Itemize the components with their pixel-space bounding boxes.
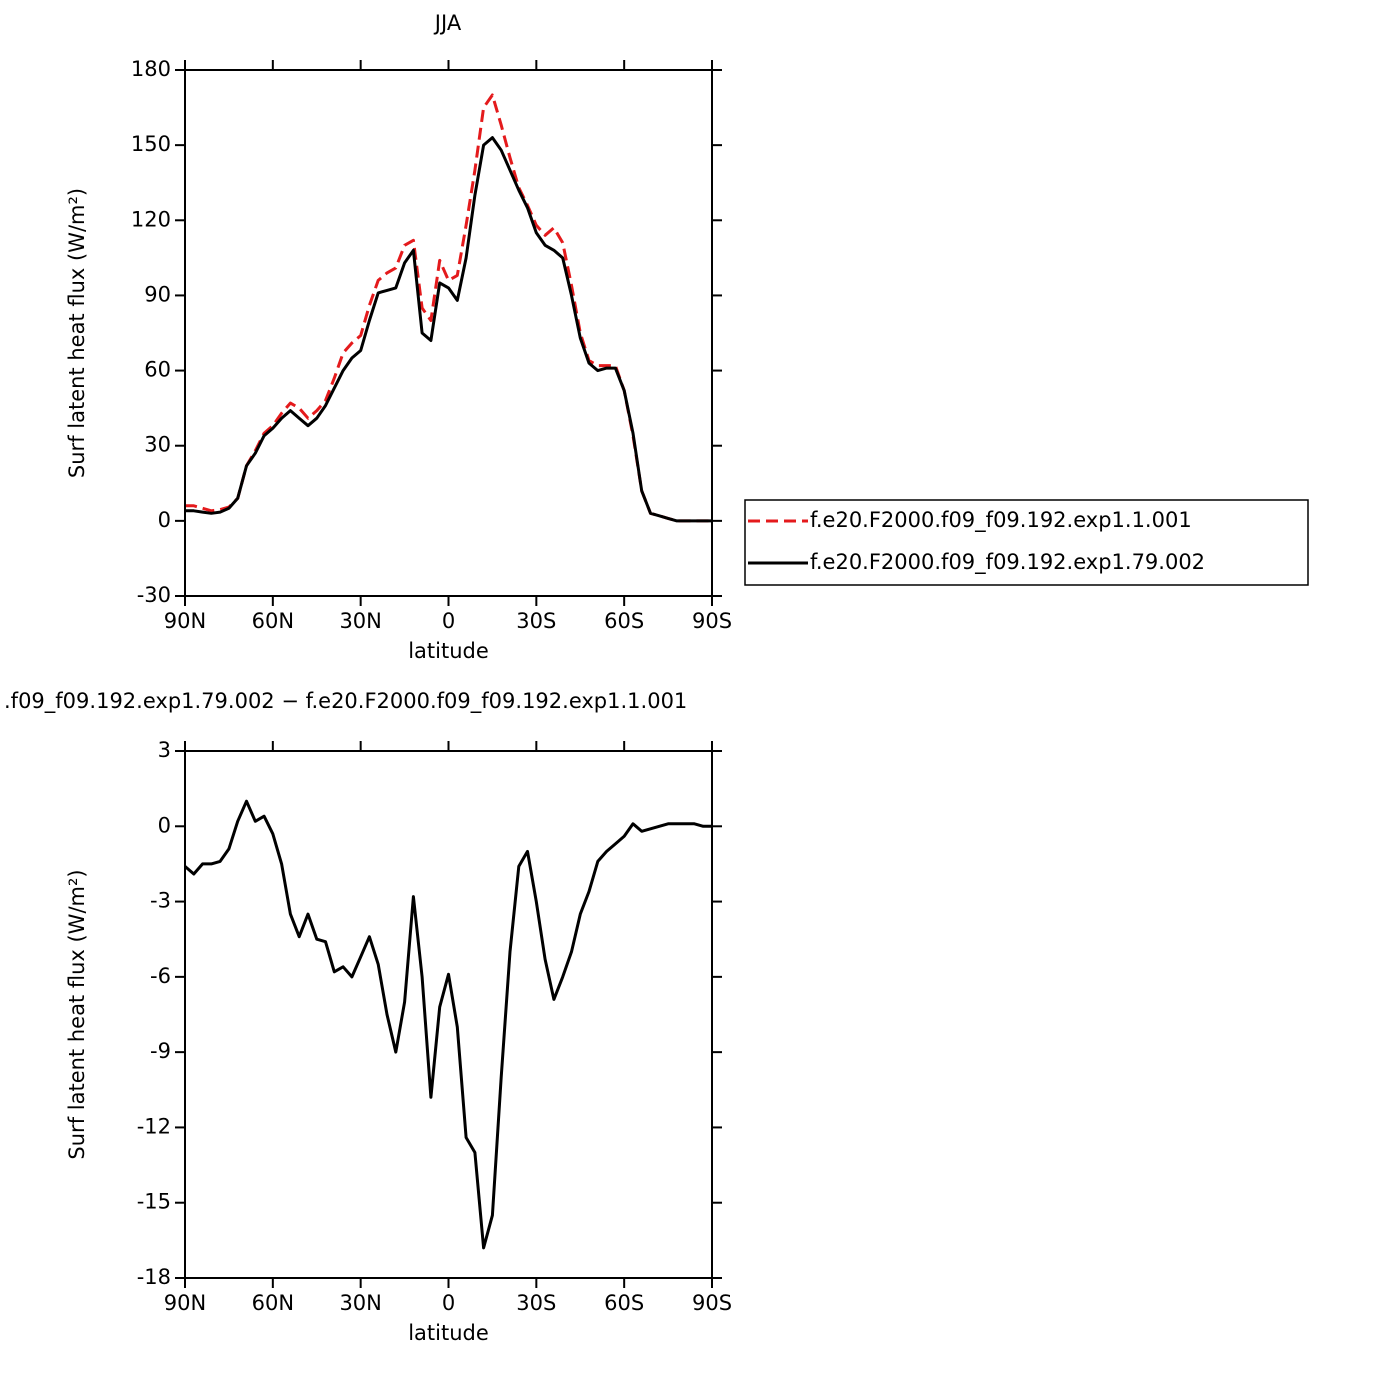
y-tick-label: 3 (158, 738, 171, 762)
y-tick-label: -12 (137, 1114, 171, 1138)
x-tick-label: 30N (339, 609, 381, 633)
y-tick-label: 90 (144, 282, 171, 306)
x-tick-label: 0 (442, 609, 455, 633)
y-tick-label: 120 (131, 207, 171, 231)
data-line (185, 93, 712, 523)
x-axis-label: latitude (408, 639, 489, 663)
x-tick-label: 60S (604, 609, 644, 633)
x-tick-label: 90N (164, 609, 206, 633)
y-tick-label: -6 (150, 964, 171, 988)
legend-label: f.e20.F2000.f09_f09.192.exp1.1.001 (810, 508, 1192, 533)
x-tick-label: 60S (604, 1291, 644, 1315)
y-tick-label: -30 (137, 583, 171, 607)
x-tick-label: 30N (339, 1291, 381, 1315)
chart-title: .f09_f09.192.exp1.79.002 − f.e20.F2000.f… (4, 689, 687, 714)
y-axis-label: Surf latent heat flux (W/m²) (65, 188, 89, 478)
x-tick-label: 90N (164, 1291, 206, 1315)
y-tick-label: 180 (131, 57, 171, 81)
x-tick-label: 90S (692, 1291, 732, 1315)
x-tick-label: 60N (252, 609, 294, 633)
x-tick-label: 30S (516, 609, 556, 633)
y-tick-label: -3 (150, 889, 171, 913)
y-tick-label: -18 (137, 1265, 171, 1289)
plot-frame (184, 750, 713, 1279)
y-tick-label: -9 (150, 1039, 171, 1063)
chart-title: JJA (433, 11, 462, 35)
y-tick-label: 150 (131, 132, 171, 156)
x-tick-label: 60N (252, 1291, 294, 1315)
data-line (185, 136, 712, 523)
x-tick-label: 0 (442, 1291, 455, 1315)
plot-frame (184, 69, 713, 597)
y-tick-label: -15 (137, 1190, 171, 1214)
x-tick-label: 30S (516, 1291, 556, 1315)
y-tick-label: 0 (158, 508, 171, 532)
x-axis-label: latitude (408, 1321, 489, 1345)
x-tick-label: 90S (692, 609, 732, 633)
legend-box (744, 499, 1309, 586)
y-tick-label: 30 (144, 433, 171, 457)
legend-label: f.e20.F2000.f09_f09.192.exp1.79.002 (810, 550, 1205, 575)
y-tick-label: 60 (144, 358, 171, 382)
y-tick-label: 0 (158, 813, 171, 837)
y-axis-label: Surf latent heat flux (W/m²) (65, 869, 89, 1159)
data-line (184, 799, 712, 1250)
